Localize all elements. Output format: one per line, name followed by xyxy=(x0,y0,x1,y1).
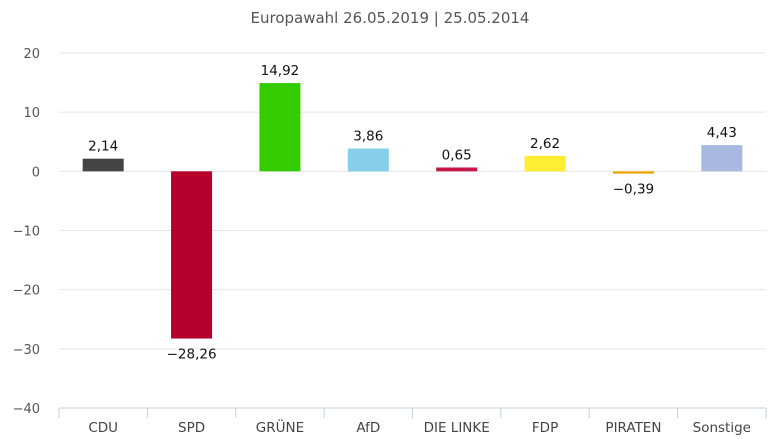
y-tick-label: −30 xyxy=(13,343,40,358)
category-label: FDP xyxy=(532,420,558,436)
data-label: 2,14 xyxy=(88,139,118,155)
y-tick-label: 10 xyxy=(23,106,40,121)
category-label: Sonstige xyxy=(693,420,751,436)
bar xyxy=(701,145,743,172)
bar xyxy=(436,167,478,172)
y-tick-label: −20 xyxy=(13,284,40,299)
y-tick-label: −40 xyxy=(13,402,40,417)
data-label: 4,43 xyxy=(707,125,737,141)
bar xyxy=(259,83,301,172)
category-label: AfD xyxy=(356,420,380,436)
category-label: PIRATEN xyxy=(605,420,661,436)
data-label: −0,39 xyxy=(613,182,654,198)
data-label: 0,65 xyxy=(442,147,472,163)
y-tick-label: 0 xyxy=(32,165,40,180)
category-label: CDU xyxy=(88,420,118,436)
bar xyxy=(171,171,213,339)
data-label: 14,92 xyxy=(261,63,300,79)
bar xyxy=(524,155,566,172)
bar xyxy=(347,148,389,172)
data-label: 3,86 xyxy=(353,128,383,144)
category-label: GRÜNE xyxy=(256,418,304,436)
bar xyxy=(612,171,654,174)
y-tick-label: −10 xyxy=(13,225,40,240)
chart-title: Europawahl 26.05.2019 | 25.05.2014 xyxy=(250,9,530,27)
data-label: 2,62 xyxy=(530,136,560,152)
bar xyxy=(82,158,124,172)
category-label: DIE LINKE xyxy=(424,420,490,436)
category-label: SPD xyxy=(178,420,205,436)
data-label: −28,26 xyxy=(167,347,217,363)
y-tick-label: 20 xyxy=(23,47,40,62)
